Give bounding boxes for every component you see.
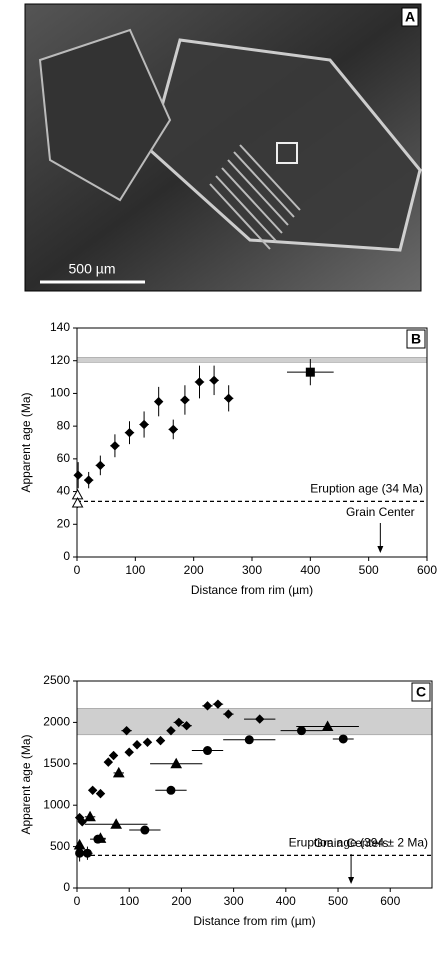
panel-label-box <box>406 329 426 349</box>
point <box>223 709 234 719</box>
point <box>209 375 219 386</box>
point <box>142 737 153 747</box>
point <box>84 810 96 822</box>
point <box>170 757 183 769</box>
point <box>181 721 192 731</box>
point <box>166 785 176 795</box>
point <box>180 395 190 405</box>
point <box>168 424 178 435</box>
point <box>112 766 125 778</box>
point <box>153 396 164 407</box>
x-axis-title: Distance from rim (µm) <box>193 914 315 928</box>
point <box>95 460 106 471</box>
panel-label: A <box>405 9 415 25</box>
x-tick-label: 500 <box>328 894 348 908</box>
band <box>76 357 428 363</box>
x-axis-title: Distance from rim (µm) <box>191 583 313 597</box>
point <box>87 785 98 796</box>
x-tick-label: 400 <box>276 894 296 908</box>
y-tick-label: 2000 <box>43 715 70 729</box>
point <box>121 725 132 736</box>
y-tick-label: 140 <box>50 320 70 334</box>
grain-center-label: Grain Centers <box>314 836 389 850</box>
point <box>223 393 234 404</box>
x-tick-label: 600 <box>380 894 400 908</box>
eruption-label: Eruption age (394 ± 2 Ma) <box>289 836 428 850</box>
point <box>296 726 306 736</box>
point <box>124 747 134 757</box>
y-tick-label: 0 <box>63 880 70 894</box>
point <box>83 475 94 485</box>
point <box>155 735 166 746</box>
point <box>255 714 265 724</box>
point <box>139 419 149 430</box>
point <box>73 470 83 480</box>
x-tick-label: 400 <box>300 563 320 577</box>
point <box>213 699 223 709</box>
x-tick-label: 100 <box>125 563 145 577</box>
point <box>338 734 348 744</box>
y-tick-label: 120 <box>50 353 70 367</box>
y-tick-label: 1000 <box>43 797 70 811</box>
point <box>132 740 142 750</box>
point <box>203 746 213 756</box>
y-axis-title: Apparent age (Ma) <box>19 734 33 834</box>
x-tick-label: 200 <box>184 563 204 577</box>
y-tick-label: 60 <box>57 451 71 465</box>
point <box>321 720 334 732</box>
point <box>110 818 123 829</box>
x-tick-label: 0 <box>74 894 81 908</box>
y-tick-label: 2500 <box>43 673 70 687</box>
point <box>82 848 92 858</box>
panel-label: B <box>411 331 421 347</box>
y-tick-label: 40 <box>57 484 71 498</box>
x-tick-label: 500 <box>359 563 379 577</box>
y-tick-label: 100 <box>50 386 70 400</box>
y-tick-label: 0 <box>63 549 70 563</box>
point <box>174 717 184 728</box>
arrow-head <box>377 546 384 553</box>
image-panel: 500 µm A <box>24 3 422 292</box>
point <box>194 377 205 387</box>
x-tick-label: 600 <box>417 563 437 577</box>
y-tick-label: 1500 <box>43 756 70 770</box>
x-tick-label: 100 <box>119 894 139 908</box>
panel-label-box <box>411 682 431 702</box>
x-tick-label: 200 <box>171 894 191 908</box>
point <box>73 838 86 850</box>
panel-label: C <box>416 684 426 700</box>
point <box>103 757 114 767</box>
band <box>76 708 433 736</box>
y-axis-title: Apparent age (Ma) <box>19 392 33 492</box>
point <box>244 735 254 745</box>
x-tick-label: 300 <box>242 563 262 577</box>
point <box>110 441 120 451</box>
point <box>305 367 315 377</box>
point <box>124 427 135 438</box>
point <box>95 788 106 799</box>
y-tick-label: 80 <box>57 418 71 432</box>
x-tick-label: 300 <box>224 894 244 908</box>
point <box>71 496 84 508</box>
y-tick-label: 20 <box>57 516 71 530</box>
point <box>166 725 176 736</box>
arrow-head <box>348 877 355 884</box>
x-tick-label: 0 <box>74 563 81 577</box>
grain-center-label: Grain Center <box>346 505 415 519</box>
plot-frame <box>76 680 433 889</box>
point <box>94 832 107 843</box>
point <box>108 750 119 761</box>
y-tick-label: 500 <box>50 839 70 853</box>
point <box>202 701 213 711</box>
point <box>140 825 150 835</box>
eruption-label: Eruption age (34 Ma) <box>310 482 423 496</box>
scale-bar-label: 500 µm <box>69 261 116 277</box>
